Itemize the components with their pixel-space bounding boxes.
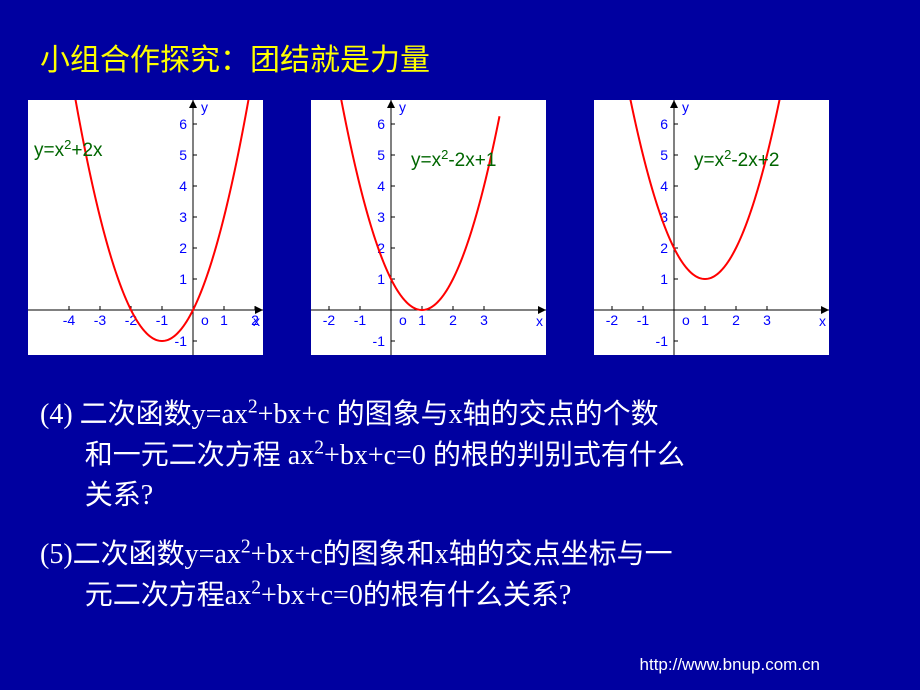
chart-1: -4-3-2-112-1123456oxyy=x2+2x <box>28 100 263 355</box>
svg-text:y=x2-2x+1: y=x2-2x+1 <box>411 147 496 171</box>
q4-line2b: +bx+c=0 的根的判别式有什么 <box>324 440 685 471</box>
chart-2: -2-1123-1123456oxyy=x2-2x+1 <box>311 100 546 355</box>
svg-text:6: 6 <box>377 116 385 132</box>
charts-container: -4-3-2-112-1123456oxyy=x2+2x -2-1123-112… <box>28 100 829 355</box>
svg-text:y: y <box>399 100 406 115</box>
svg-text:1: 1 <box>701 312 709 328</box>
svg-text:y: y <box>682 100 689 115</box>
svg-text:x: x <box>819 313 826 329</box>
q5-line2a: 元二次方程ax <box>85 580 251 611</box>
svg-text:1: 1 <box>660 271 668 287</box>
svg-text:y=x2-2x+2: y=x2-2x+2 <box>694 147 779 171</box>
svg-text:2: 2 <box>732 312 740 328</box>
question-4: (4) 二次函数y=ax2+bx+c 的图象与x轴的交点的个数 和一元二次方程 … <box>40 395 880 517</box>
page-title: 小组合作探究：团结就是力量 <box>40 35 430 79</box>
svg-text:5: 5 <box>660 147 668 163</box>
svg-text:4: 4 <box>377 178 385 194</box>
svg-text:-2: -2 <box>606 312 619 328</box>
svg-text:y: y <box>201 100 208 115</box>
q5-line2b: +bx+c=0的根有什么关系? <box>261 580 571 611</box>
footer-url: http://www.bnup.com.cn <box>640 655 820 675</box>
svg-text:-3: -3 <box>94 312 107 328</box>
q5-mid1: +bx+c的图象和x轴的交点坐标与一 <box>251 539 673 570</box>
svg-text:1: 1 <box>418 312 426 328</box>
svg-text:6: 6 <box>179 116 187 132</box>
svg-text:5: 5 <box>179 147 187 163</box>
svg-text:o: o <box>682 312 690 328</box>
q4-sup2: 2 <box>314 437 324 458</box>
svg-text:3: 3 <box>763 312 771 328</box>
svg-text:4: 4 <box>660 178 668 194</box>
svg-text:2: 2 <box>449 312 457 328</box>
svg-text:-2: -2 <box>323 312 336 328</box>
svg-text:x: x <box>536 313 543 329</box>
svg-text:1: 1 <box>377 271 385 287</box>
svg-text:o: o <box>399 312 407 328</box>
svg-text:o: o <box>201 312 209 328</box>
svg-text:2: 2 <box>179 240 187 256</box>
q4-mid1: +bx+c 的图象与x轴的交点的个数 <box>258 399 659 430</box>
q4-line2a: 和一元二次方程 ax <box>85 440 314 471</box>
svg-text:3: 3 <box>377 209 385 225</box>
chart-3: -2-1123-1123456oxyy=x2-2x+2 <box>594 100 829 355</box>
q5-sup2: 2 <box>251 577 261 598</box>
svg-text:1: 1 <box>179 271 187 287</box>
svg-text:x: x <box>253 313 260 329</box>
svg-text:3: 3 <box>480 312 488 328</box>
q4-sup1: 2 <box>248 397 258 418</box>
q4-line3: 关系? <box>85 480 153 511</box>
svg-text:-1: -1 <box>656 333 669 349</box>
q4-text: (4) 二次函数y=ax <box>40 399 248 430</box>
svg-text:6: 6 <box>660 116 668 132</box>
svg-text:4: 4 <box>179 178 187 194</box>
svg-text:-1: -1 <box>156 312 169 328</box>
q5-text: (5)二次函数y=ax <box>40 539 241 570</box>
svg-text:-4: -4 <box>63 312 76 328</box>
svg-text:-1: -1 <box>373 333 386 349</box>
svg-text:-1: -1 <box>354 312 367 328</box>
svg-text:5: 5 <box>377 147 385 163</box>
svg-text:2: 2 <box>660 240 668 256</box>
svg-text:-1: -1 <box>637 312 650 328</box>
q5-sup1: 2 <box>241 537 251 558</box>
svg-text:3: 3 <box>179 209 187 225</box>
svg-text:1: 1 <box>220 312 228 328</box>
question-5: (5)二次函数y=ax2+bx+c的图象和x轴的交点坐标与一 元二次方程ax2+… <box>40 535 880 616</box>
